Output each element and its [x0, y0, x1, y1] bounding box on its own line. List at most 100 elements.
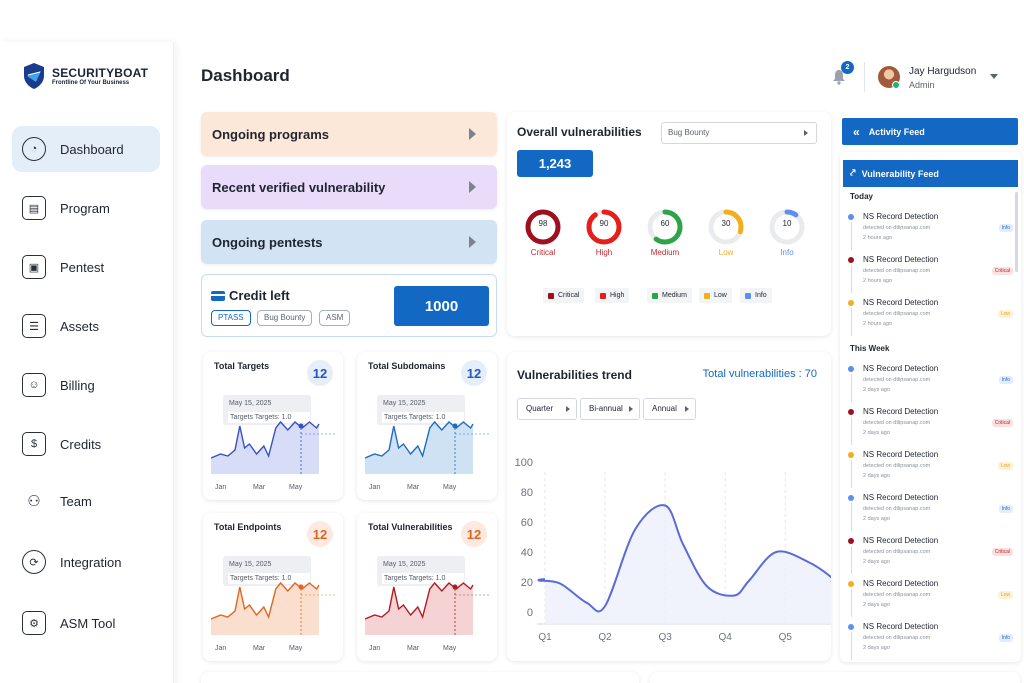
notification-badge: 2	[841, 61, 854, 74]
timeline-line	[850, 417, 852, 445]
gear-box-icon: ⚙	[22, 611, 46, 635]
tooltip-text: Targets Targets: 1.0	[228, 573, 310, 584]
sidebar-item-label: Credits	[60, 436, 102, 452]
sidebar-item-dashboard[interactable]: ◔ Dashboard	[12, 126, 160, 172]
feed-item[interactable]: NS Record Detection detected on dtlipsana…	[848, 212, 1013, 252]
legend-label: Low	[714, 292, 727, 299]
axis-label: Mar	[253, 645, 266, 652]
severity-ring-low: 30 Low	[707, 208, 745, 257]
legend-swatch	[704, 292, 710, 299]
chip-bug-bounty[interactable]: Bug Bounty	[257, 310, 313, 326]
timeline-line	[850, 222, 852, 250]
axis-label: Jan	[369, 645, 381, 652]
legend-label: High	[610, 292, 625, 299]
x-tick-label: Q2	[598, 632, 612, 643]
page-title: Dashboard	[201, 66, 290, 85]
sidebar-item-program[interactable]: ▤ Program	[12, 185, 160, 231]
legend-item-low[interactable]: Low	[699, 288, 732, 303]
feed-column: « Activity Feed ⤤ Vulnerability Feed Tod…	[840, 112, 1024, 662]
feed-item[interactable]: NS Record Detection detected on dtlipsana…	[848, 579, 1013, 619]
activity-feed-label: Activity Feed	[868, 126, 925, 137]
feed-item-source: detected on dtlipsanap.com	[863, 635, 931, 641]
credit-title: Credit left	[229, 288, 290, 303]
legend-item-critical[interactable]: Critical	[543, 288, 585, 303]
mini-card-value: 12	[307, 360, 333, 386]
trend-total: Total vulnerabilities : 70	[702, 368, 817, 380]
ring-label: High	[595, 248, 613, 257]
total-vulnerabilities-card: Total Vulnerabilities 12 May 15, 2025 Ta…	[357, 513, 497, 661]
feed-item[interactable]: NS Record Detection detected on dtlipsana…	[848, 407, 1013, 447]
feed-item[interactable]: NS Record Detection detected on dtlipsana…	[848, 298, 1013, 338]
bottom-card-right	[650, 672, 1020, 683]
activity-feed-button[interactable]: « Activity Feed	[842, 118, 1018, 145]
feed-item-source: detected on dtlipsanap.com	[863, 463, 931, 469]
legend-item-high[interactable]: High	[595, 288, 630, 303]
user-name[interactable]: Jay Hargudson	[909, 66, 977, 77]
severity-dot	[848, 409, 854, 415]
feed-item[interactable]: NS Record Detection detected on dtlipsana…	[848, 536, 1013, 576]
feed-item[interactable]: NS Record Detection detected on dtlipsana…	[848, 450, 1013, 490]
period-quarter-button[interactable]: Quarter	[517, 398, 577, 420]
sparkline-marker	[298, 584, 304, 590]
mini-card-value: 12	[461, 521, 487, 547]
sidebar-item-assets[interactable]: ☰ Assets	[12, 303, 160, 349]
feed-item[interactable]: NS Record Detection detected on dtlipsana…	[848, 364, 1013, 404]
trend-line-chart: 0 20 40 60 80 100 Q1 Q2 Q3 Q4 Q5	[515, 457, 831, 643]
sidebar: SECURITYBOAT Frontline Of Your Business …	[0, 42, 174, 683]
ring-fill	[708, 209, 744, 245]
feed-item-time: 2 hours ago	[863, 235, 893, 241]
feed-item-source: detected on dtlipsanap.com	[863, 377, 931, 383]
ring-value: 10	[782, 219, 792, 228]
trend-line	[537, 504, 831, 613]
axis-label: Mar	[253, 484, 266, 491]
severity-tag: Info	[998, 376, 1013, 384]
feed-item-title: NS Record Detection	[863, 298, 939, 307]
recent-verified-vulnerability-card[interactable]: Recent verified vulnerability	[201, 165, 497, 209]
legend-label: Medium	[662, 292, 687, 299]
timeline-line	[850, 589, 852, 617]
period-annual-button[interactable]: Annual	[643, 398, 696, 420]
program-filter-select[interactable]: Bug Bounty	[661, 122, 817, 144]
sidebar-item-asm-tool[interactable]: ⚙ ASM Tool	[12, 600, 160, 646]
legend-item-medium[interactable]: Medium	[647, 288, 692, 303]
ongoing-pentests-card[interactable]: Ongoing pentests	[201, 220, 497, 264]
feed-item[interactable]: NS Record Detection detected on dtlipsana…	[848, 493, 1013, 533]
ring-value: 30	[721, 219, 731, 228]
sidebar-item-credits[interactable]: $ Credits	[12, 421, 160, 467]
chip-ptass[interactable]: PTASS	[211, 310, 251, 326]
trend-area	[538, 505, 831, 624]
sidebar-item-integration[interactable]: ⟳ Integration	[12, 539, 160, 585]
sidebar-item-team[interactable]: ⚇ Team	[12, 478, 160, 524]
feed-scrollbar[interactable]	[1015, 192, 1018, 272]
sidebar-item-label: Billing	[60, 377, 95, 393]
axis-label: May	[289, 645, 303, 652]
sidebar-item-pentest[interactable]: ▣ Pentest	[12, 244, 160, 290]
feed-item-time: 2 days ago	[863, 516, 890, 522]
mini-card-title: Total Vulnerabilities	[368, 522, 453, 532]
axis-label: Jan	[215, 645, 227, 652]
tooltip-text: Targets Targets: 1.0	[382, 573, 464, 584]
vulnerabilities-trend-card: Vulnerabilities trend Total vulnerabilit…	[507, 352, 831, 661]
mini-card-value: 12	[461, 360, 487, 386]
ongoing-programs-card[interactable]: Ongoing programs	[201, 112, 497, 156]
ring-chart	[586, 209, 622, 245]
feed-item-title: NS Record Detection	[863, 364, 939, 373]
sidebar-item-label: Team	[60, 493, 92, 509]
feed-item-source: detected on dtlipsanap.com	[863, 549, 931, 555]
sidebar-item-billing[interactable]: ☺ Billing	[12, 362, 160, 408]
chevron-right-icon	[804, 130, 808, 136]
feed-item-title: NS Record Detection	[863, 536, 939, 545]
legend-swatch	[548, 292, 554, 299]
ring-chart	[769, 209, 805, 245]
feed-item-title: NS Record Detection	[863, 407, 939, 416]
feed-item[interactable]: NS Record Detection detected on dtlipsana…	[848, 622, 1013, 662]
vulnerability-feed-header[interactable]: ⤤ Vulnerability Feed	[843, 160, 1018, 187]
feed-item[interactable]: NS Record Detection detected on dtlipsana…	[848, 255, 1013, 295]
card-label: Ongoing pentests	[212, 234, 323, 250]
bell-icon[interactable]	[832, 69, 846, 85]
chip-asm[interactable]: ASM	[319, 310, 351, 326]
logo[interactable]: SECURITYBOAT Frontline Of Your Business	[22, 62, 148, 90]
chevron-down-icon[interactable]	[990, 74, 998, 79]
legend-item-info[interactable]: Info	[740, 288, 772, 303]
period-bi-annual-button[interactable]: Bi-annual	[580, 398, 640, 420]
